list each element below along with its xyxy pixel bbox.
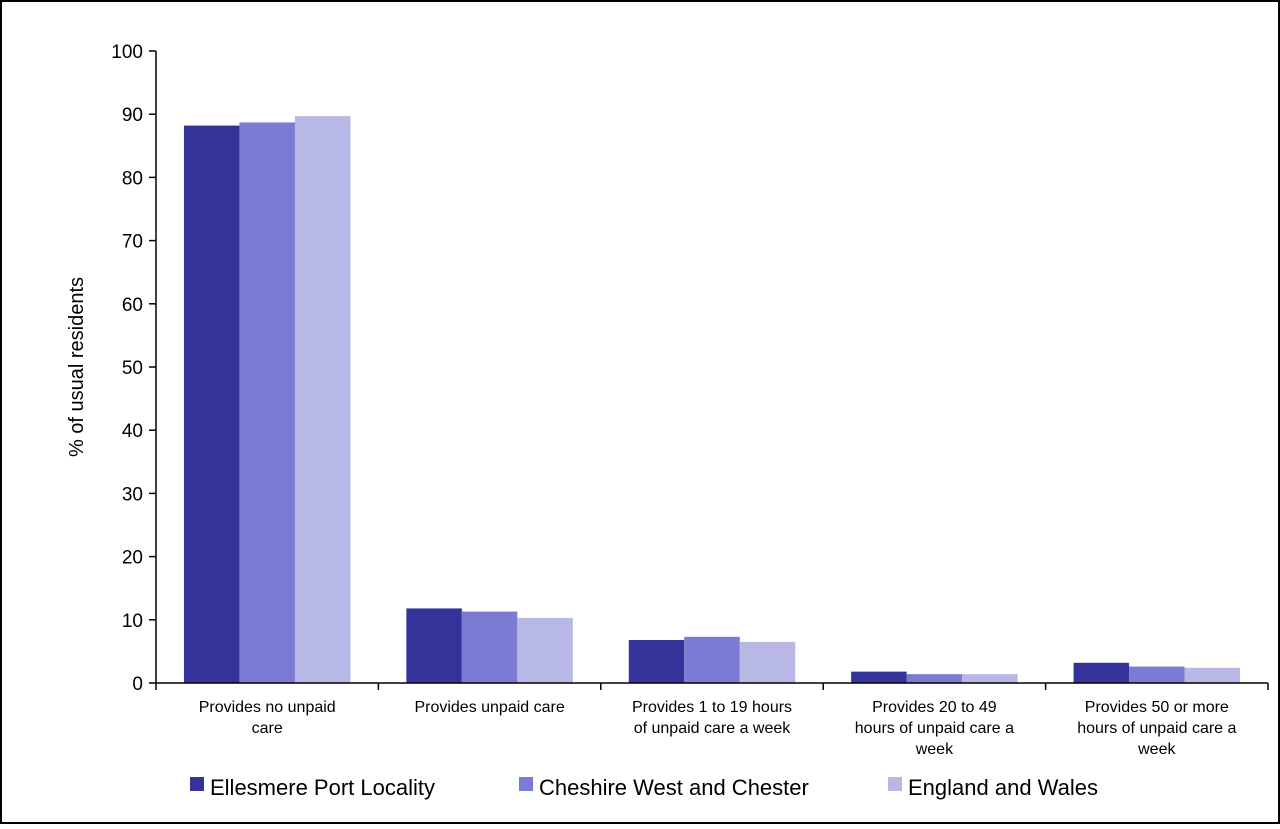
y-tick-label-100: 100 [111, 42, 143, 63]
legend-swatch-3 [888, 777, 902, 791]
bar-2-5 [1129, 666, 1185, 683]
legend-label-1: Ellesmere Port Locality [210, 775, 435, 800]
bar-3-2 [517, 617, 573, 683]
bars-layer [183, 116, 1241, 684]
legend-label-3: England and Wales [908, 775, 1098, 800]
bar-1-3 [628, 640, 685, 683]
y-tick-label-40: 40 [122, 421, 143, 442]
category-label-1: Provides no unpaid care [199, 699, 336, 737]
bar-2-1 [239, 122, 295, 684]
bar-3-5 [1184, 667, 1241, 683]
y-tick-label-10: 10 [122, 611, 143, 632]
category-label-2: Provides unpaid care [414, 699, 564, 716]
bar-3-4 [962, 674, 1018, 683]
bar-1-4 [851, 671, 907, 683]
y-tick-label-50: 50 [122, 358, 143, 379]
legend: Ellesmere Port Locality Cheshire West and… [190, 775, 1098, 800]
y-tick-label-90: 90 [122, 105, 143, 126]
labels-layer: 0 10 20 30 40 50 60 70 80 90 100 Provides no unpaid… [66, 42, 1237, 758]
bar-1-5 [1073, 662, 1130, 683]
bar-1-1 [183, 125, 240, 683]
legend-swatch-2 [519, 777, 533, 791]
bar-2-2 [461, 611, 518, 683]
y-tick-label-80: 80 [122, 168, 143, 189]
legend-swatch-1 [190, 777, 204, 791]
bar-3-1 [294, 116, 351, 684]
y-tick-label-20: 20 [122, 548, 143, 569]
bar-2-3 [684, 636, 740, 683]
category-label-5: Provides 50 or more hours of unpaid care … [1077, 699, 1236, 758]
bar-3-3 [739, 641, 796, 683]
bar-1-2 [406, 608, 462, 683]
axes-layer [149, 50, 1269, 690]
y-tick-label-70: 70 [122, 232, 143, 253]
legend-label-2: Cheshire West and Chester [539, 775, 809, 800]
y-axis-label: % of usual residents [66, 277, 88, 457]
y-tick-label-0: 0 [132, 674, 143, 695]
bar-2-4 [906, 674, 963, 683]
y-tick-label-30: 30 [122, 484, 143, 505]
y-tick-label-60: 60 [122, 295, 143, 316]
category-label-3: Provides 1 to 19 hours of unpaid care a w… [632, 699, 792, 737]
